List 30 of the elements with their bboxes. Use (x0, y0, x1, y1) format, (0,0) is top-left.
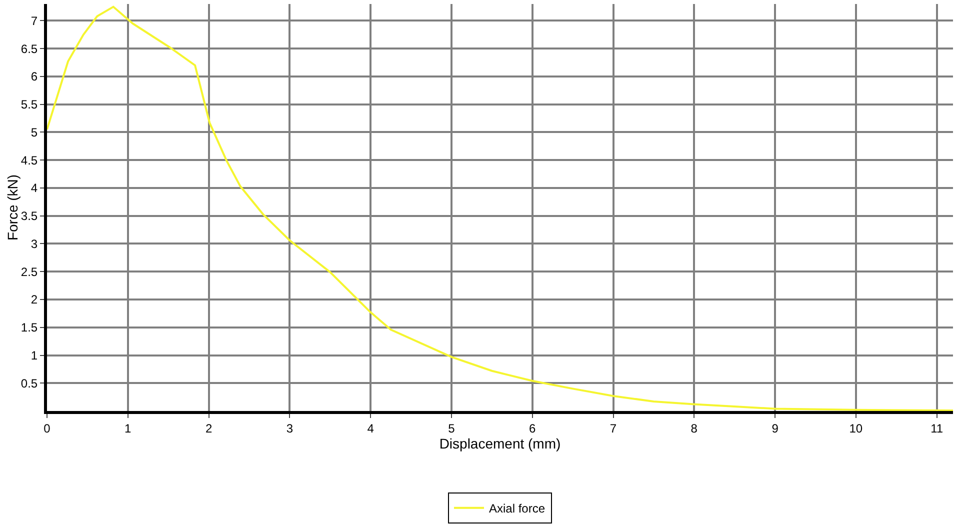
x-tick-label: 1 (124, 421, 132, 436)
y-tick-label: 2.5 (20, 264, 38, 279)
x-tick-label: 6 (529, 421, 536, 436)
y-tick-label: 2 (30, 292, 38, 307)
x-tick-label: 11 (930, 421, 944, 436)
x-tick-label: 9 (772, 421, 779, 436)
y-tick-label: 6 (30, 70, 38, 84)
x-tick-label: 4 (367, 421, 374, 436)
y-tick-label: 7 (30, 14, 38, 28)
legend-label: Axial force (489, 502, 546, 516)
y-tick-label: 0.5 (20, 376, 38, 390)
y-tick-label: 3 (30, 236, 38, 251)
y-tick-label: 4 (30, 181, 38, 196)
x-tick-label: 0 (44, 421, 51, 436)
x-tick-label: 8 (690, 421, 698, 436)
x-axis-title: Displacement (mm) (439, 435, 561, 452)
x-tick-label: 3 (286, 421, 294, 436)
y-tick-label: 1.5 (20, 320, 38, 335)
x-tick-label: 2 (205, 421, 212, 436)
y-tick-label: 5 (30, 125, 38, 140)
x-tick-label: 10 (849, 421, 863, 436)
x-tick-label: 7 (610, 421, 617, 436)
y-axis-title: Force (kN) (4, 174, 21, 241)
y-tick-label: 6.5 (20, 42, 38, 56)
y-tick-label: 3.5 (20, 209, 38, 224)
x-tick-label: 5 (448, 421, 456, 436)
line-series (47, 6, 953, 411)
y-tick-label: 1 (30, 348, 38, 362)
y-tick-label: 4.5 (20, 153, 38, 168)
y-tick-label: 5.5 (20, 98, 38, 112)
